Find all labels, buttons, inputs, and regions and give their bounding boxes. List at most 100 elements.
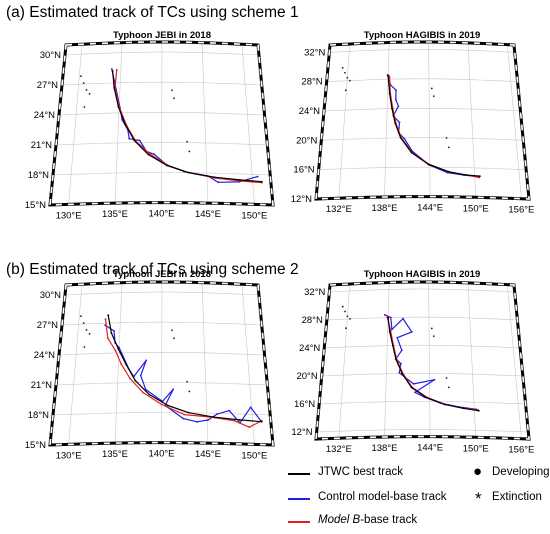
- lon-tick-label: 130°E: [56, 210, 82, 221]
- modelb-track-point: [120, 362, 122, 365]
- island-dot: [80, 75, 82, 78]
- lon-tick-label: 150°E: [241, 450, 267, 461]
- modelb-track-point: [233, 419, 236, 422]
- island-dot: [171, 89, 173, 92]
- modelb-track-point: [114, 350, 117, 352]
- jtwc-track-point: [477, 409, 480, 412]
- jtwc-track-point: [260, 420, 263, 423]
- island-dot: [432, 335, 435, 338]
- island-dot: [348, 79, 351, 82]
- jtwc-track-point: [410, 151, 413, 154]
- modelb-track-point: [183, 413, 186, 416]
- control-track-point: [215, 413, 218, 416]
- control-track-line: [384, 314, 477, 410]
- parallel-gridline: [326, 316, 518, 321]
- lat-tick-label: 20°N: [296, 135, 317, 146]
- jtwc-track-point: [107, 314, 110, 317]
- meridian-gridline: [201, 42, 209, 204]
- island-dot: [447, 146, 450, 149]
- island-dot: [430, 87, 433, 90]
- control-track-point: [128, 137, 131, 140]
- control-track-point: [121, 118, 123, 121]
- jtwc-track-point: [113, 87, 116, 89]
- control-track-point: [217, 181, 220, 184]
- lon-tick-label: 140°E: [149, 209, 175, 220]
- lon-tick-label: 145°E: [195, 449, 221, 460]
- modelb-track-point: [248, 426, 251, 429]
- legend-modelb-label: -base track: [360, 514, 418, 526]
- meridian-gridline: [467, 282, 477, 438]
- lon-tick-label: 144°E: [417, 203, 443, 214]
- jtwc-track-point: [238, 419, 241, 421]
- parallel-gridline: [323, 108, 521, 112]
- control-track-line: [111, 68, 258, 183]
- jtwc-track-point: [117, 105, 120, 108]
- control-track-point: [398, 121, 401, 124]
- control-track-point: [396, 336, 399, 339]
- jtwc-track-line: [387, 317, 479, 412]
- lat-tick-label: 12°N: [291, 427, 312, 438]
- map-frame-dash: [315, 281, 530, 440]
- jtwc-track-point: [133, 139, 136, 142]
- modelb-track-point: [115, 68, 118, 71]
- control-track-point: [398, 371, 401, 374]
- island-dot: [186, 140, 188, 143]
- control-track-point: [196, 420, 199, 423]
- lat-tick-label: 32°N: [304, 47, 325, 58]
- lon-tick-label: 132°E: [326, 204, 352, 215]
- lat-tick-label: 20°N: [296, 371, 317, 382]
- jtwc-track-point: [148, 393, 151, 396]
- lat-tick-label: 30°N: [40, 290, 61, 301]
- control-track-point: [389, 316, 392, 319]
- control-track-point: [182, 417, 185, 420]
- parallel-gridline: [316, 429, 529, 433]
- legend-developing-label: Developing: [492, 466, 550, 478]
- map-panel: Typhoon JEBI in 2018 30°N 27°N 24°N 21°N 18°N…: [25, 269, 275, 461]
- island-dot: [85, 329, 88, 331]
- meridian-gridline: [428, 42, 431, 197]
- parallel-gridline: [326, 78, 518, 82]
- meridian-gridline: [338, 283, 351, 439]
- jtwc-track-point: [388, 330, 391, 333]
- legend-extinction-label: Extinction: [492, 491, 542, 503]
- lat-tick-label: 24°N: [299, 106, 320, 117]
- island-dot: [188, 390, 191, 393]
- island-dot: [447, 386, 450, 389]
- jtwc-track-point: [260, 180, 263, 183]
- jtwc-track-point: [388, 93, 391, 95]
- map-frame-dash: [49, 41, 274, 206]
- panel-title: Typhoon HAGIBIS in 2019: [364, 30, 480, 41]
- parallel-gridline: [321, 373, 523, 377]
- meridian-gridline: [338, 43, 351, 199]
- lat-tick-label: 16°N: [293, 165, 314, 176]
- legend-jtwc-label: JTWC best track: [318, 466, 403, 478]
- jtwc-track-point: [147, 153, 150, 156]
- island-dot: [349, 318, 351, 320]
- meridian-gridline: [467, 42, 477, 198]
- meridian-gridline: [384, 282, 390, 437]
- meridian-gridline: [161, 281, 163, 443]
- meridian-gridline: [384, 42, 390, 197]
- parallel-gridline: [318, 166, 527, 170]
- jtwc-track-point: [117, 347, 120, 350]
- jtwc-track-point: [187, 171, 190, 174]
- control-track-point: [414, 391, 416, 394]
- map-frame-dash: [315, 41, 530, 200]
- jtwc-track-point: [213, 176, 216, 179]
- modelb-track-line: [114, 69, 262, 184]
- parallel-gridline: [321, 137, 524, 141]
- jtwc-track-line: [112, 70, 262, 183]
- lat-tick-label: 12°N: [291, 194, 312, 205]
- control-track-point: [110, 68, 113, 70]
- control-track-point: [397, 105, 400, 108]
- legend-jtwc: JTWC best track: [288, 466, 428, 482]
- jtwc-track-point: [401, 372, 404, 375]
- island-dot: [173, 97, 175, 100]
- control-track-point: [412, 383, 415, 385]
- meridian-gridline: [114, 42, 123, 204]
- lat-tick-label: 24°N: [34, 350, 55, 361]
- lon-tick-label: 135°E: [102, 209, 128, 220]
- map-panel: Typhoon HAGIBIS in 2019 32°N 28°N 24°N 20°N 1…: [291, 30, 535, 216]
- jtwc-track-point: [167, 404, 169, 407]
- section-b-title: (b) Estimated track of TCs using scheme …: [6, 261, 299, 278]
